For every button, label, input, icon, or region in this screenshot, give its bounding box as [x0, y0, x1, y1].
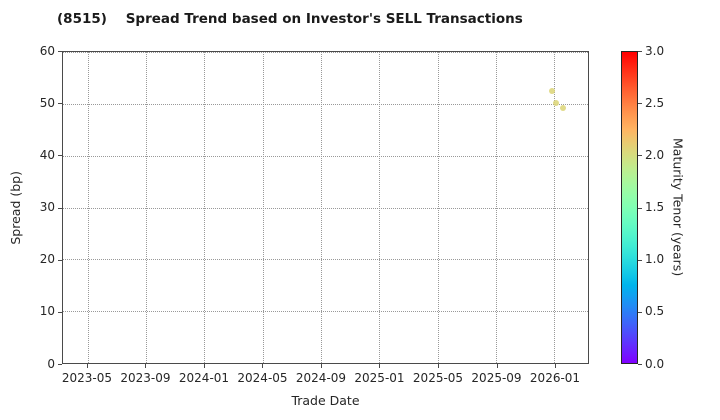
x-tick-label: 2025-09 — [471, 371, 522, 385]
colorbar-tick — [638, 259, 642, 261]
colorbar-tick-label: 1.0 — [645, 252, 665, 267]
x-gridline — [204, 52, 206, 363]
x-axis-tick — [496, 364, 498, 368]
colorbar-tick-label: 0.0 — [645, 356, 665, 371]
y-gridline — [63, 52, 588, 53]
x-axis-tick — [262, 364, 264, 368]
colorbar-tick — [638, 51, 642, 52]
y-gridline — [63, 311, 588, 313]
y-tick-label: 10 — [39, 304, 55, 319]
x-gridline — [437, 52, 439, 363]
x-tick-label: 2024-05 — [237, 371, 288, 385]
x-tick-label: 2026-01 — [529, 371, 581, 385]
x-tick-label: 2025-01 — [354, 371, 405, 385]
x-gridline — [379, 52, 381, 363]
y-gridline — [63, 155, 588, 157]
x-tick-label: 2023-09 — [120, 371, 171, 385]
y-gridline — [63, 103, 588, 105]
y-tick-label: 30 — [39, 200, 55, 214]
colorbar-tick — [638, 311, 642, 313]
y-axis-tick — [58, 103, 62, 105]
y-tick-label: 60 — [39, 43, 55, 58]
x-axis-tick — [320, 364, 322, 368]
x-gridline — [554, 52, 556, 363]
x-axis-tick — [555, 364, 556, 368]
y-gridline — [63, 259, 588, 261]
y-axis-tick — [58, 51, 62, 52]
scatter-point — [559, 105, 566, 112]
colorbar-tick — [638, 364, 642, 365]
colorbar-tick-label: 3.0 — [645, 43, 665, 58]
x-tick-label: 2025-05 — [412, 371, 464, 385]
x-tick-label: 2024-09 — [295, 371, 347, 385]
plot-area — [62, 51, 589, 364]
y-axis-tick — [58, 364, 62, 365]
y-gridline — [63, 207, 588, 209]
x-axis-tick — [438, 364, 439, 368]
colorbar-label: Maturity Tenor (years) — [670, 138, 686, 277]
colorbar-tick-label: 1.5 — [645, 200, 665, 214]
colorbar — [621, 51, 638, 364]
x-axis-tick — [86, 364, 88, 368]
x-tick-label: 2023-05 — [61, 371, 113, 385]
y-tick-label: 40 — [39, 147, 55, 162]
colorbar-tick-label: 0.5 — [645, 304, 665, 319]
y-axis-tick — [58, 207, 62, 209]
y-tick-label: 20 — [39, 252, 55, 267]
scatter-point — [552, 99, 559, 106]
x-tick-label: 2024-01 — [178, 371, 230, 385]
scatter-point — [548, 87, 555, 94]
y-axis-tick — [58, 259, 62, 261]
chart-title: (8515) Spread Trend based on Investor's … — [57, 11, 523, 27]
y-axis-tick — [58, 155, 62, 157]
y-tick-label: 50 — [39, 95, 55, 110]
x-axis-label: Trade Date — [291, 393, 360, 408]
x-axis-tick — [145, 364, 147, 368]
x-gridline — [495, 52, 497, 363]
x-axis-tick — [379, 364, 381, 368]
colorbar-tick-label: 2.0 — [645, 147, 665, 162]
x-axis-tick — [203, 364, 205, 368]
colorbar-tick — [638, 207, 642, 209]
y-tick-label: 0 — [47, 356, 55, 371]
colorbar-tick — [638, 103, 642, 105]
colorbar-label-wrap: Maturity Tenor (years) — [668, 51, 688, 364]
x-gridline — [262, 52, 264, 363]
colorbar-tick-label: 2.5 — [645, 95, 665, 110]
y-axis-tick — [58, 311, 62, 313]
colorbar-tick — [638, 155, 642, 157]
x-gridline — [146, 52, 148, 363]
x-gridline — [87, 52, 89, 363]
x-gridline — [321, 52, 322, 363]
